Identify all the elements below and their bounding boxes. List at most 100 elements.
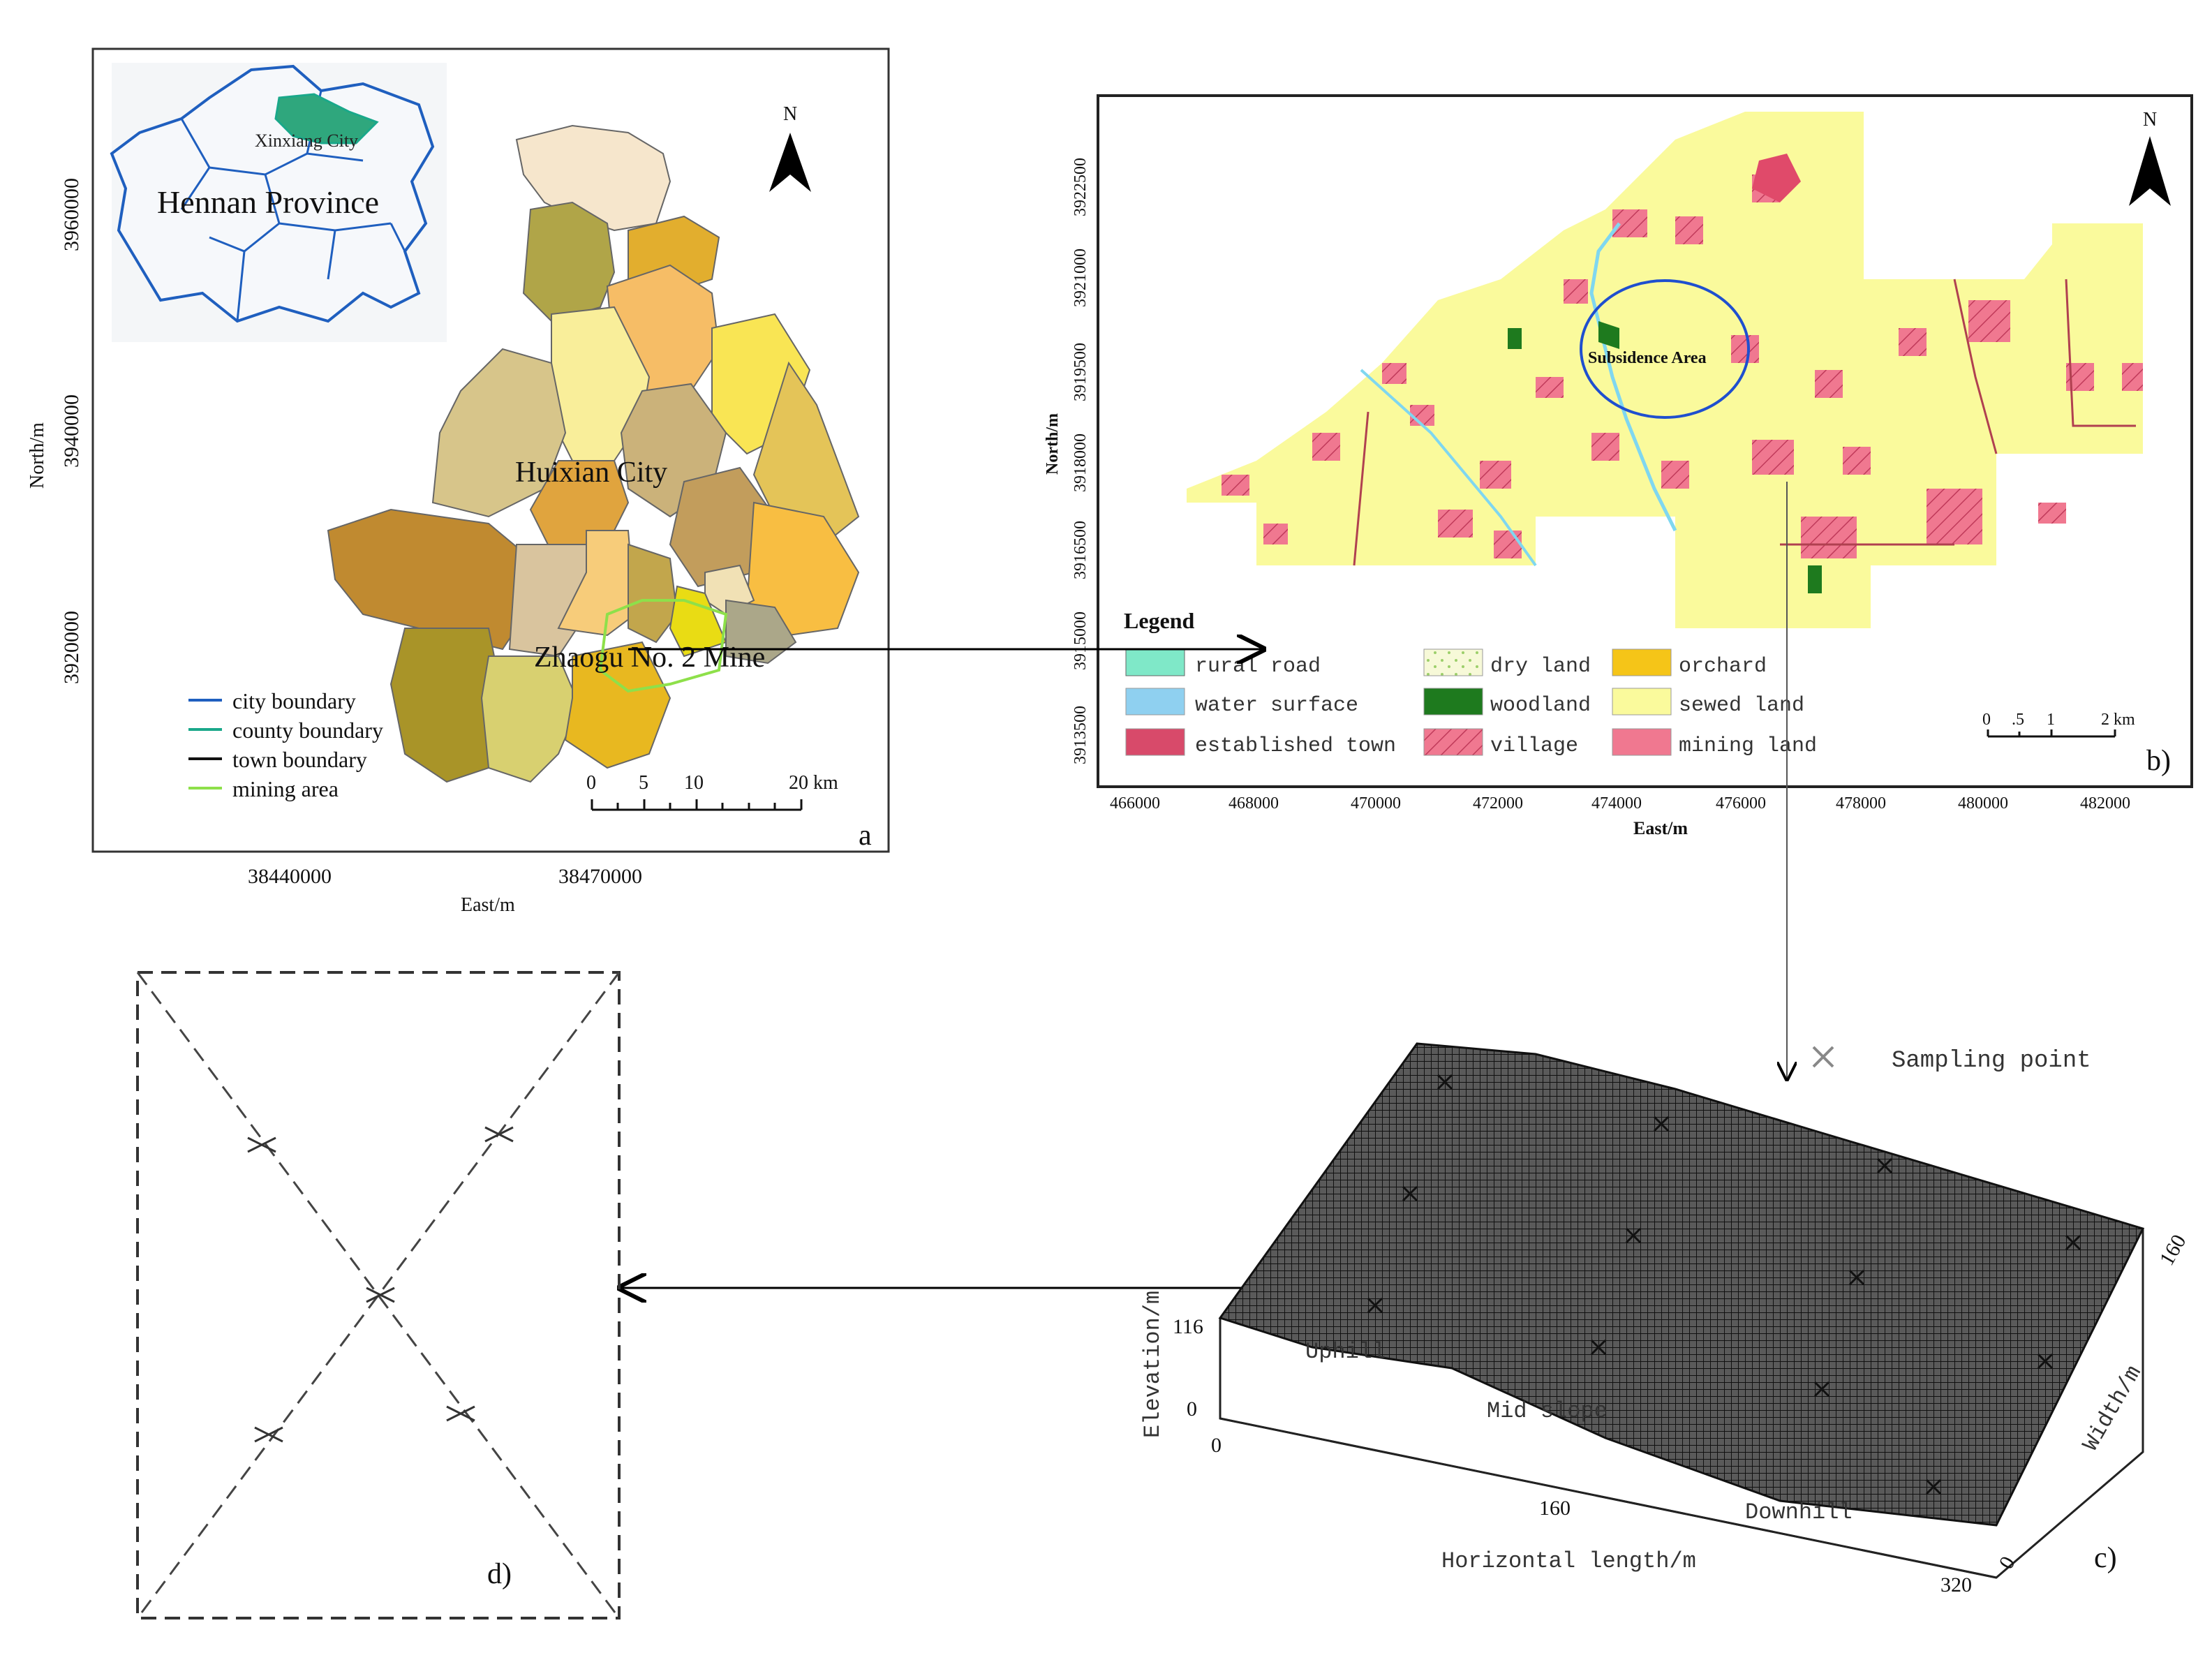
panel-a-y-ticks: 3960000 3940000 3920000 [60,178,83,684]
sampling-point-icon [1402,1185,1418,1202]
village-patch [2038,503,2066,524]
panel-b-legend-title: Legend [1124,608,1195,633]
legend-swatch-established-town [1125,728,1185,756]
town-center-light-orange [557,530,637,637]
sampling-point-icon [1848,1269,1865,1286]
village-patch [1536,377,1564,398]
sampling-point-icon [1876,1157,1893,1174]
legend-label-water-surface: water surface [1195,694,1358,718]
legend-label-sewed-land: sewed land [1679,694,1804,718]
village-patch [1899,328,1927,356]
elevation-axis-label: Elevation/m [1140,1291,1166,1438]
sampling-point-legend-label: Sampling point [1892,1048,2091,1074]
village-patch [1263,524,1288,544]
panel-b-x-axis-label: East/m [1633,818,1688,838]
village-patch [1494,531,1522,558]
panel-b-y-tick: 3918000 [1071,433,1090,492]
town-olive [628,543,678,644]
subsidence-area-label: Subsidence Area [1588,349,1707,367]
panel-d-letter: d) [487,1558,512,1590]
panel-b-legend: Legend rural road dry land orchard water… [1124,608,1817,758]
xinxiang-city-label: Xinxiang City [255,131,358,151]
village-patch [1410,405,1434,426]
panel-a-scale-tick: 20 km [789,772,838,794]
terrain-surface [1218,1042,2145,1527]
panel-b-scale-tick: .5 [2012,711,2024,729]
length-tick: 160 [1539,1497,1571,1520]
panel-b-north-label: N [2143,109,2157,131]
panel-a-x-tick: 38470000 [558,865,642,888]
town-south-light-olive [480,655,581,783]
plot-diagonal [136,972,621,1619]
subsidence-area-boundary [1580,279,1750,419]
town-south-gold [564,641,671,769]
legend-label-woodland: woodland [1490,694,1591,718]
legend-label-established-town: established town [1195,734,1396,758]
sampling-point-icon [484,1126,514,1143]
slope-label-uphill: Uphill [1305,1339,1386,1365]
panel-b-x-tick: 480000 [1958,794,2008,813]
legend-swatch-rural-road [1125,648,1185,676]
village-patch [1438,510,1473,538]
panel-a-y-tick: 3920000 [60,611,83,684]
panel-c-letter: c) [2094,1542,2117,1574]
henan-inset-map: Xinxiang City Hennan Province [110,63,447,342]
panel-a-scale-bar: 0 5 10 20 km [586,772,838,811]
village-patch [1843,447,1871,475]
legend-label-mining-area: mining area [232,776,339,801]
huixian-county-map [327,124,860,783]
panel-a-scale-tick: 10 [684,772,704,794]
panel-b-x-ticks: 466000 468000 470000 472000 474000 47600… [1110,794,2130,813]
length-tick: 320 [1940,1573,1972,1596]
legend-label-orchard: orchard [1679,655,1767,679]
block-edge [1219,1417,1997,1579]
panel-b-y-tick: 3916500 [1071,521,1090,579]
panel-b-y-tick: 3919500 [1071,343,1090,401]
sampling-point-icon [446,1405,475,1422]
panel-b-x-tick: 468000 [1229,794,1279,813]
panel-a: Xinxiang City Hennan Province [27,47,890,916]
sampling-point-icon [1590,1339,1607,1356]
legend-swatch-orchard [1612,648,1672,676]
panel-b-y-axis-label: North/m [1044,413,1062,475]
panel-b-y-tick: 3915000 [1071,611,1090,670]
panel-a-legend: city boundary county boundary town bound… [188,688,383,801]
sampling-point-icon [366,1287,395,1303]
panel-a-x-ticks: 38440000 38470000 [248,865,642,888]
village-patch [1661,461,1689,489]
panel-b-y-tick: 3922500 [1071,158,1090,216]
village-patch [1801,517,1857,558]
panel-a-x-axis-label: East/m [461,894,515,916]
sampling-point-icon [1437,1074,1453,1090]
panel-a-scale-tick: 5 [639,772,648,794]
village-patch [1752,440,1794,475]
slope-label-downhill: Downhill [1745,1499,1853,1525]
width-tick: 160 [2155,1231,2190,1269]
village-patch [1480,461,1511,489]
village-patch [1222,475,1249,496]
length-axis-label: Horizontal length/m [1441,1548,1696,1574]
village-patch [1564,279,1588,304]
legend-swatch-mining-land [1612,728,1672,756]
elevation-tick: 116 [1173,1315,1203,1338]
panel-a-y-tick: 3940000 [60,394,83,468]
legend-swatch-sewed-land [1612,688,1672,716]
panel-d: d) [136,971,621,1619]
henan-province-label: Hennan Province [157,184,379,220]
panel-b-y-tick: 3913500 [1071,706,1090,764]
panel-b-x-tick: 476000 [1716,794,1766,813]
town-north-west [522,201,616,323]
panel-b-x-tick: 482000 [2080,794,2130,813]
panel-b-x-tick: 478000 [1836,794,1886,813]
sampling-point-icon [2037,1353,2054,1370]
village-patch [1382,363,1406,384]
road-line [1353,279,2136,566]
legend-label-village: village [1490,734,1578,758]
village-patch [1675,216,1703,244]
land-use-area [1187,112,2143,628]
panel-b-scale-tick: 0 [1982,711,1991,729]
sampling-point-icon [1625,1227,1642,1244]
panel-b-scale-bar: 0 .5 1 2 km [1982,711,2135,738]
huixian-city-label: Huixian City [515,457,667,489]
